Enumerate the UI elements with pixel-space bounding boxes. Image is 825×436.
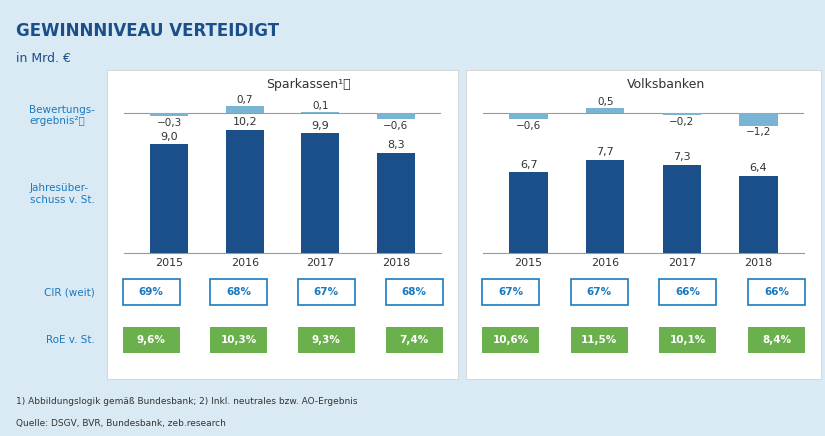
Text: 66%: 66% — [676, 287, 700, 297]
Text: 9,0: 9,0 — [160, 132, 178, 142]
FancyBboxPatch shape — [482, 327, 539, 353]
Text: 66%: 66% — [764, 287, 789, 297]
Bar — [301, 133, 339, 253]
Bar — [739, 176, 778, 253]
FancyBboxPatch shape — [748, 279, 805, 305]
Bar — [662, 113, 701, 116]
Bar — [586, 108, 625, 113]
Text: CIR (weit): CIR (weit) — [44, 287, 95, 297]
Text: 10,6%: 10,6% — [493, 335, 529, 345]
Text: −0,2: −0,2 — [669, 116, 695, 126]
Text: 0,7: 0,7 — [237, 95, 253, 105]
Text: 7,7: 7,7 — [596, 147, 614, 157]
Text: −0,6: −0,6 — [516, 121, 541, 131]
Text: in Mrd. €: in Mrd. € — [16, 52, 72, 65]
Text: 68%: 68% — [402, 287, 427, 297]
FancyBboxPatch shape — [466, 70, 821, 379]
FancyBboxPatch shape — [659, 279, 716, 305]
Text: 7,4%: 7,4% — [399, 335, 429, 345]
Text: 68%: 68% — [226, 287, 252, 297]
Text: 9,3%: 9,3% — [312, 335, 341, 345]
Text: 67%: 67% — [314, 287, 339, 297]
Text: GEWINNNIVEAU VERTEIDIGT: GEWINNNIVEAU VERTEIDIGT — [16, 22, 280, 40]
Text: 67%: 67% — [498, 287, 523, 297]
Bar — [509, 113, 548, 119]
Text: 0,1: 0,1 — [312, 101, 328, 111]
Bar — [226, 106, 264, 113]
FancyBboxPatch shape — [571, 279, 628, 305]
Bar — [301, 112, 339, 113]
FancyBboxPatch shape — [748, 327, 805, 353]
Bar — [377, 113, 415, 119]
Text: 11,5%: 11,5% — [581, 335, 617, 345]
FancyBboxPatch shape — [210, 279, 267, 305]
Text: Bewertungs-
ergebnis²⦳: Bewertungs- ergebnis²⦳ — [29, 105, 95, 126]
Text: 9,6%: 9,6% — [137, 335, 166, 345]
Text: Quelle: DSGV, BVR, Bundesbank, zeb.research: Quelle: DSGV, BVR, Bundesbank, zeb.resea… — [16, 419, 226, 428]
Bar — [377, 153, 415, 253]
Text: Jahresüber-
schuss v. St.: Jahresüber- schuss v. St. — [30, 183, 95, 205]
Text: 6,4: 6,4 — [750, 163, 767, 173]
FancyBboxPatch shape — [571, 327, 628, 353]
Text: 0,5: 0,5 — [597, 97, 614, 107]
Text: Volksbanken: Volksbanken — [627, 78, 705, 92]
Text: −1,2: −1,2 — [746, 127, 771, 137]
Text: 10,2: 10,2 — [233, 117, 257, 127]
Text: 9,9: 9,9 — [312, 121, 329, 131]
Bar — [150, 113, 188, 116]
Text: −0,3: −0,3 — [157, 118, 182, 128]
Bar — [226, 130, 264, 253]
Text: 67%: 67% — [587, 287, 611, 297]
Bar — [739, 113, 778, 126]
Bar — [509, 172, 548, 253]
FancyBboxPatch shape — [385, 279, 442, 305]
Text: −0,6: −0,6 — [384, 121, 408, 131]
FancyBboxPatch shape — [123, 327, 180, 353]
Text: Sparkassen¹⦳: Sparkassen¹⦳ — [266, 78, 351, 92]
Text: 8,4%: 8,4% — [762, 335, 791, 345]
FancyBboxPatch shape — [298, 279, 355, 305]
FancyBboxPatch shape — [482, 279, 539, 305]
FancyBboxPatch shape — [210, 327, 267, 353]
FancyBboxPatch shape — [107, 70, 458, 379]
Text: 8,3: 8,3 — [387, 140, 405, 150]
Text: 69%: 69% — [139, 287, 163, 297]
Text: 10,1%: 10,1% — [670, 335, 706, 345]
Bar — [150, 144, 188, 253]
FancyBboxPatch shape — [298, 327, 355, 353]
Bar — [586, 160, 625, 253]
FancyBboxPatch shape — [123, 279, 180, 305]
Bar — [662, 165, 701, 253]
Text: 10,3%: 10,3% — [220, 335, 257, 345]
Text: 1) Abbildungslogik gemäß Bundesbank; 2) Inkl. neutrales bzw. AO-Ergebnis: 1) Abbildungslogik gemäß Bundesbank; 2) … — [16, 397, 358, 406]
Text: RoE v. St.: RoE v. St. — [46, 335, 95, 345]
FancyBboxPatch shape — [385, 327, 442, 353]
Text: 7,3: 7,3 — [673, 152, 691, 162]
FancyBboxPatch shape — [659, 327, 716, 353]
Text: 6,7: 6,7 — [520, 160, 537, 170]
